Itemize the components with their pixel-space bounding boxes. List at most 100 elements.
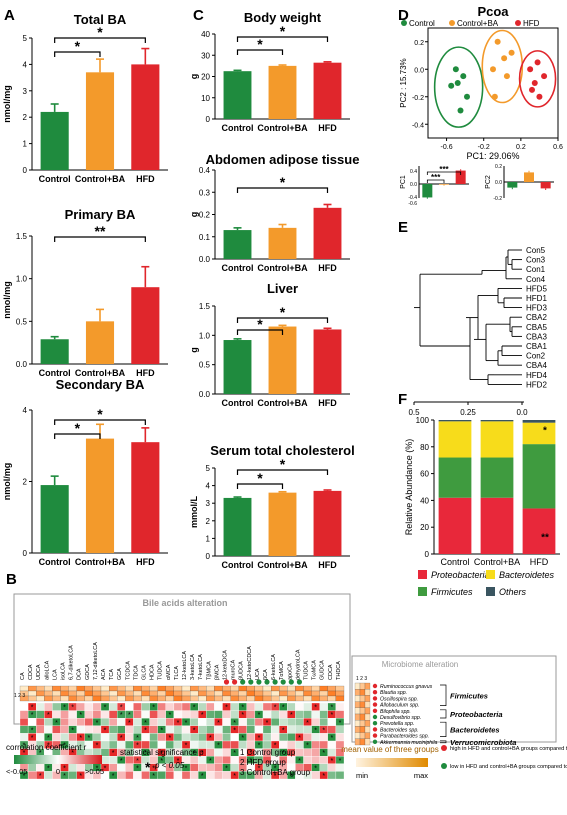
stacked-segment — [438, 420, 472, 422]
heatmap-cell — [149, 725, 158, 734]
x-tick-label: -0.6 — [441, 144, 453, 151]
mean-cell — [364, 701, 371, 708]
y-tick-label: 100 — [416, 416, 430, 425]
y-tick-label: 0.0 — [410, 182, 417, 188]
heatmap-cell — [100, 756, 110, 764]
row-dot — [372, 739, 378, 744]
row-group-bracket — [440, 740, 447, 744]
data-point — [452, 66, 459, 73]
heatmap-cell — [222, 771, 231, 780]
cell-significance: * — [249, 758, 252, 765]
heatmap-cell — [108, 725, 118, 734]
mean-cell — [108, 695, 118, 702]
cell-significance: * — [160, 758, 163, 765]
heatmap-cell — [222, 748, 231, 757]
heatmap-cell — [19, 702, 29, 711]
legend-swatch — [486, 570, 495, 579]
mean-cell — [157, 685, 166, 692]
y-tick-label: -0.2 — [493, 196, 502, 202]
heatmap-cell — [108, 733, 118, 742]
cell-significance: * — [258, 712, 261, 719]
significance-label: * — [280, 456, 286, 472]
significance-label: * — [257, 316, 263, 332]
heatmap-cell — [125, 733, 134, 742]
group-ellipse — [481, 29, 524, 104]
cell-significance: * — [152, 773, 155, 780]
bar — [268, 227, 297, 259]
mean-cell — [92, 690, 102, 697]
dendrogram-leaf: Con5 — [526, 246, 546, 255]
column-dot — [288, 679, 294, 685]
y-tick-label: 40 — [420, 496, 429, 505]
cell-significance: * — [63, 773, 66, 780]
heatmap-cell — [327, 748, 337, 757]
heatmap-cell — [181, 733, 191, 742]
row-dot — [372, 696, 378, 701]
heatmap-cell — [270, 710, 280, 719]
cell-significance: * — [128, 712, 131, 719]
legend-label: Firmicutes — [431, 587, 473, 597]
cell-significance: * — [306, 743, 309, 750]
heatmap-cell — [262, 710, 272, 719]
heatmap-cell — [287, 733, 296, 742]
legend-label: Proteobacteria — [431, 570, 490, 580]
cell-significance: * — [330, 735, 333, 742]
dendrogram-leaf: Con3 — [526, 256, 546, 265]
mean-cell — [108, 685, 118, 692]
y-tick-label: 0 — [206, 115, 211, 124]
heatmap-cell — [36, 733, 45, 742]
mean-cell — [311, 695, 320, 702]
heatmap-cell — [165, 718, 175, 726]
heatmap-cell — [230, 733, 239, 742]
mean-cell — [303, 695, 312, 702]
cell-significance: * — [185, 743, 188, 750]
chart-title: Body weight — [244, 10, 322, 25]
heatmap-cell — [230, 763, 239, 772]
mean-cell — [222, 690, 231, 697]
y-axis-label: Relative Abundance (%) — [404, 439, 414, 536]
chart-abdomen: Abdomen adipose tissue 0.0 0.1 0.2 0.3 0.4 g Co… — [189, 152, 359, 273]
mean-cell — [230, 685, 239, 692]
x-tick-label: 0.0 — [516, 408, 528, 417]
cell-significance: * — [339, 758, 342, 765]
significance-bracket — [236, 317, 329, 323]
mean-cell — [125, 690, 134, 697]
heatmap-cell — [108, 702, 118, 711]
y-tick-label: 1.5 — [199, 302, 211, 311]
mean-cell — [238, 690, 247, 697]
cell-significance: * — [233, 720, 236, 727]
y-tick-label: 3 — [23, 87, 28, 96]
heatmap-cell — [133, 725, 142, 734]
heatmap-cell — [117, 763, 126, 772]
heatmap-cell — [100, 710, 110, 719]
cell-significance: * — [136, 735, 139, 742]
cell-significance: * — [71, 727, 74, 734]
significance-bracket — [54, 37, 146, 43]
column-label: 12-ketoCDCA — [247, 646, 253, 680]
y-tick-label: 1 — [23, 140, 28, 149]
bar — [540, 182, 551, 189]
column-label: muroCA — [231, 659, 237, 680]
significance-bracket — [236, 36, 329, 42]
cell-significance: * — [185, 720, 188, 727]
chart-secondary_ba: Secondary BA 0 2 4 nmol/mg Control Control+BA H… — [2, 377, 168, 567]
mean-cell — [359, 682, 366, 690]
mean-cell — [92, 695, 102, 702]
bar — [455, 170, 466, 184]
heatmap-cell — [206, 702, 215, 711]
heatmap-cell — [133, 771, 142, 780]
cell-significance: * — [96, 765, 99, 772]
heatmap-cell — [157, 702, 166, 711]
cell-significance: * — [233, 773, 236, 780]
x-tick-label: 0.6 — [553, 144, 563, 151]
x-tick-label: 0.5 — [408, 408, 420, 417]
heatmap-cell — [303, 702, 312, 711]
group-legend-item: 3 Control+BA group — [240, 768, 311, 777]
cell-significance: * — [330, 712, 333, 719]
significance-label: * — [75, 38, 81, 54]
data-point — [527, 66, 534, 73]
heatmap-cell — [36, 702, 45, 711]
mean-cell — [327, 685, 336, 692]
heatmap-cell — [141, 733, 150, 742]
mean-cell — [271, 685, 280, 692]
